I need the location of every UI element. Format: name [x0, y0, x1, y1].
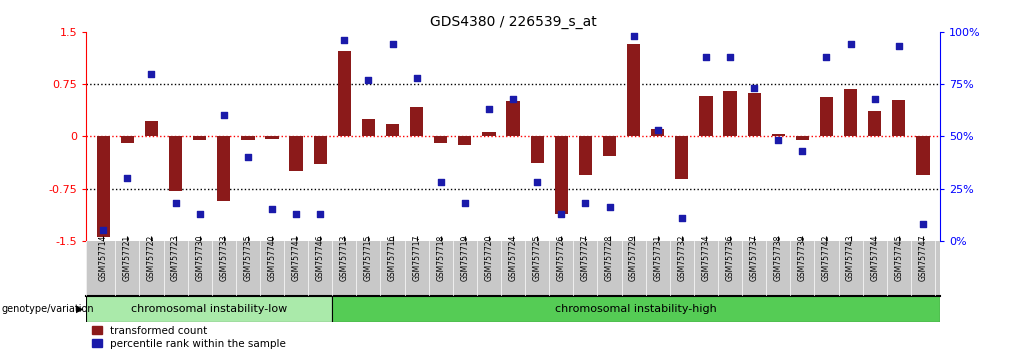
Point — [795, 148, 811, 154]
Title: GDS4380 / 226539_s_at: GDS4380 / 226539_s_at — [430, 16, 596, 29]
Legend: transformed count, percentile rank within the sample: transformed count, percentile rank withi… — [91, 326, 287, 349]
Bar — [555, 136, 568, 214]
Bar — [314, 136, 327, 164]
Bar — [651, 129, 664, 136]
Bar — [193, 136, 206, 140]
Point — [601, 205, 618, 210]
Point — [529, 179, 546, 185]
Bar — [579, 136, 592, 175]
Point — [867, 96, 883, 102]
Bar — [97, 136, 110, 237]
Bar — [506, 102, 520, 136]
Point — [240, 154, 256, 160]
Bar — [290, 136, 303, 171]
Bar — [868, 111, 881, 136]
Point — [408, 75, 425, 81]
Bar — [169, 136, 182, 190]
Bar — [796, 136, 809, 141]
Point — [433, 179, 449, 185]
Point — [553, 211, 569, 216]
Text: chromosomal instability-low: chromosomal instability-low — [131, 304, 288, 314]
Point — [288, 211, 304, 216]
Bar — [332, 296, 940, 322]
Point — [674, 215, 690, 221]
Point — [626, 33, 642, 39]
Point — [481, 106, 497, 112]
Bar — [723, 91, 737, 136]
Bar — [337, 51, 351, 136]
Point — [818, 54, 834, 60]
Point — [722, 54, 739, 60]
Bar — [217, 136, 231, 201]
Bar — [265, 136, 278, 139]
Point — [336, 38, 353, 43]
Bar — [820, 97, 833, 136]
Bar — [676, 136, 689, 179]
Point — [192, 211, 208, 216]
Bar — [530, 136, 544, 163]
Point — [312, 211, 328, 216]
Bar — [362, 119, 375, 136]
Point — [770, 138, 786, 143]
Point — [215, 113, 232, 118]
Bar — [145, 121, 158, 136]
Bar — [602, 136, 616, 156]
Point — [361, 77, 377, 83]
Point — [698, 54, 714, 60]
Bar — [241, 136, 255, 140]
Bar — [86, 296, 332, 322]
Bar — [410, 107, 424, 136]
Point — [842, 41, 859, 47]
Point — [891, 44, 907, 49]
Point — [143, 71, 160, 76]
Point — [649, 127, 665, 133]
Bar — [483, 132, 496, 136]
Point — [264, 207, 280, 212]
Bar — [434, 136, 447, 143]
Point — [914, 221, 931, 227]
Point — [96, 228, 112, 233]
Bar — [844, 89, 858, 136]
Point — [577, 200, 593, 206]
Bar — [458, 136, 471, 145]
Point — [119, 175, 135, 181]
Bar — [748, 93, 761, 136]
Text: chromosomal instability-high: chromosomal instability-high — [555, 304, 717, 314]
Bar — [699, 96, 712, 136]
Point — [746, 85, 762, 91]
Bar — [771, 134, 785, 136]
Bar — [892, 100, 905, 136]
Text: genotype/variation: genotype/variation — [1, 304, 93, 314]
Point — [384, 41, 400, 47]
Bar — [386, 124, 399, 136]
Text: ▶: ▶ — [76, 304, 83, 314]
Point — [457, 200, 473, 206]
Bar — [916, 136, 930, 175]
Point — [168, 200, 184, 206]
Bar — [121, 136, 134, 143]
Bar — [627, 44, 640, 136]
Point — [505, 96, 521, 102]
